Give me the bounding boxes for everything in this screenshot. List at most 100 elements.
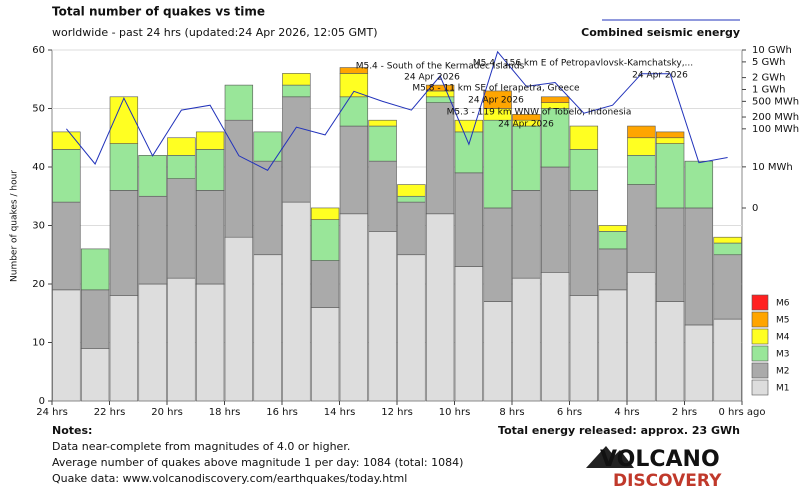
bar-segment <box>655 143 685 209</box>
legend-label: M6 <box>776 299 790 309</box>
y2-tick-label: 2 GWh <box>752 73 786 84</box>
bar-segment <box>397 254 426 402</box>
bar-segment <box>655 131 685 139</box>
y2-tick-label: 0 <box>752 203 758 214</box>
bar-segment <box>52 149 81 203</box>
x-tick-label: 20 hrs <box>151 407 183 418</box>
bar-segment <box>167 137 196 156</box>
bar-segment <box>540 96 570 103</box>
energy-line <box>66 50 728 171</box>
bar-segment <box>282 84 311 98</box>
annotation: 24 Apr 2026 <box>468 96 524 106</box>
bar-segment <box>109 190 139 296</box>
bar-segment <box>339 96 369 127</box>
bar-segment <box>454 119 484 133</box>
annotation: 24 Apr 2026 <box>404 73 460 83</box>
x-tick-label: 24 hrs <box>36 407 68 418</box>
bar-segment <box>684 207 714 326</box>
bar-segment <box>195 149 225 191</box>
y-tick-label: 50 <box>32 104 45 115</box>
bar-segment <box>368 160 397 232</box>
bar-segment <box>368 125 397 162</box>
bar-segment <box>655 207 685 302</box>
bar-segment <box>540 166 570 273</box>
bar-segment <box>368 231 397 402</box>
bar-segment <box>454 266 484 402</box>
total-energy: Total energy released: approx. 23 GWh <box>498 424 740 437</box>
legend-swatch <box>751 328 769 345</box>
x-tick-label: 18 hrs <box>209 407 241 418</box>
legend-swatch <box>751 379 769 396</box>
bar-segment <box>684 324 714 402</box>
bar-segment <box>195 283 225 402</box>
bar-segment <box>282 201 311 402</box>
bar-segment <box>339 73 369 98</box>
bar-segment <box>540 271 570 402</box>
bar-segment <box>713 254 742 320</box>
y2-tick-label: 5 GWh <box>752 57 786 68</box>
legend-label: Combined seismic energy <box>581 26 740 39</box>
bar-segment <box>483 207 512 302</box>
bar-segment <box>713 236 742 244</box>
bar-segment <box>224 236 254 402</box>
x-tick-label: 22 hrs <box>94 407 126 418</box>
y-tick-label: 30 <box>32 221 45 232</box>
bar-segment <box>627 184 656 273</box>
x-tick-label: 12 hrs <box>381 407 413 418</box>
bar-segment <box>253 131 282 162</box>
y-tick-label: 60 <box>32 45 45 56</box>
bar-segment <box>569 295 599 402</box>
bar-segment <box>454 172 484 267</box>
annotation: M5.8 - 11 km SE of Ierapetra, Greece <box>412 84 580 94</box>
bar-segment <box>425 102 455 215</box>
bar-segment <box>598 248 627 291</box>
bar-segment <box>138 155 167 197</box>
y2-tick-label: 200 MWh <box>752 112 799 123</box>
y-tick-label: 10 <box>32 338 45 349</box>
x-tick-label: 14 hrs <box>324 407 356 418</box>
x-tick-label: 16 hrs <box>266 407 298 418</box>
bar-segment <box>167 178 196 279</box>
y-tick-label: 0 <box>39 396 45 407</box>
notes-title: Notes: <box>52 424 92 437</box>
bar-segment <box>425 213 455 402</box>
x-tick-label: 10 hrs <box>439 407 471 418</box>
bar-segment <box>109 295 139 402</box>
y-tick-label: 40 <box>32 162 45 173</box>
bar-segment <box>483 119 512 209</box>
bar-segment <box>310 219 340 261</box>
annotation: M5.3 - 119 km WNW of Tobelo, Indonesia <box>447 108 632 118</box>
bar-segment <box>195 131 225 150</box>
bar-segment <box>52 201 81 291</box>
x-tick-label: 6 hrs <box>557 407 582 418</box>
bar-segment <box>512 125 541 191</box>
bar-segment <box>339 125 369 215</box>
legend-label: M5 <box>776 316 790 326</box>
bar-segment <box>52 131 81 150</box>
bar-segment <box>167 277 196 402</box>
legend-label: M3 <box>776 350 790 360</box>
bar-segment <box>512 277 541 402</box>
legend-label: M1 <box>776 384 790 394</box>
y2-tick-label: 500 MWh <box>752 96 799 107</box>
x-tick-label: 2 hrs <box>672 407 697 418</box>
bar-segment <box>713 318 742 402</box>
legend-swatch <box>751 294 769 311</box>
bar-segment <box>627 125 656 139</box>
bar-segment <box>397 195 426 203</box>
bar-segment <box>655 301 685 402</box>
bar-segment <box>138 283 167 402</box>
bar-segment <box>627 271 656 402</box>
bar-segment <box>598 231 627 250</box>
y-tick-label: 20 <box>32 279 45 290</box>
logo-text: VOLCANO <box>600 447 720 472</box>
y-axis-label: Number of quakes / hour <box>10 170 20 282</box>
bar-segment <box>483 301 512 402</box>
bar-segment <box>540 108 570 168</box>
bar-segment <box>109 143 139 191</box>
y2-tick-label: 1 GWh <box>752 84 786 95</box>
bar-segment <box>397 184 426 197</box>
bar-segment <box>339 67 369 74</box>
bar-segment <box>80 248 110 291</box>
